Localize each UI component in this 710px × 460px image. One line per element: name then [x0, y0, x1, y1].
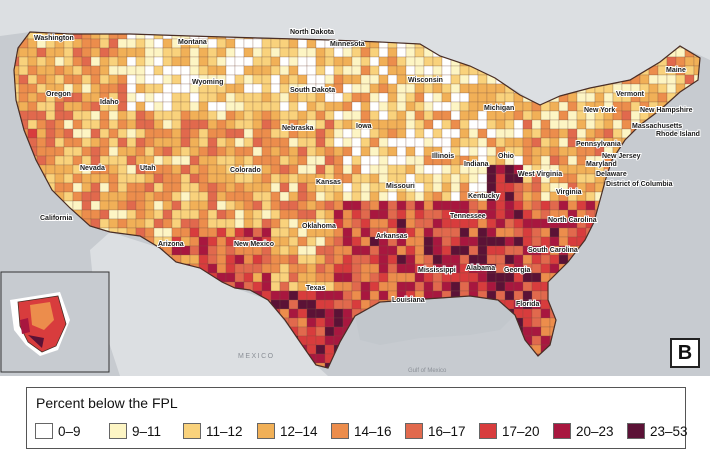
state-label: Maine — [666, 67, 686, 74]
legend-swatch — [35, 423, 53, 439]
state-label: Washington — [34, 35, 74, 42]
state-label: New Mexico — [234, 241, 274, 248]
state-label: Nebraska — [282, 125, 314, 132]
state-label: District of Columbia — [606, 181, 673, 188]
state-label: Massachusetts — [632, 123, 682, 130]
state-label: Colorado — [230, 167, 261, 174]
state-label: Montana — [178, 39, 207, 46]
legend-items: 0–9 9–11 11–12 12–14 14–16 16–17 17–20 20–23 23–… — [35, 422, 688, 440]
state-label: Utah — [140, 165, 156, 172]
state-label: Wyoming — [192, 79, 223, 86]
state-label: Alabama — [466, 265, 495, 272]
legend-item: 20–23 — [553, 422, 614, 440]
gulf-label: Gulf of Mexico — [408, 368, 447, 374]
legend-swatch — [553, 423, 571, 439]
legend-swatch — [109, 423, 127, 439]
legend-item: 23–53 — [627, 422, 688, 440]
legend-item: 9–11 — [109, 422, 161, 440]
state-label: Minnesota — [330, 41, 365, 48]
state-label: North Dakota — [290, 29, 334, 36]
legend-label: 0–9 — [58, 423, 81, 439]
state-label: Michigan — [484, 105, 514, 112]
state-label: Rhode Island — [656, 131, 700, 138]
state-label: California — [40, 215, 72, 222]
state-label: Wisconsin — [408, 77, 443, 84]
legend-item: 12–14 — [257, 422, 318, 440]
legend-label: 20–23 — [576, 423, 614, 439]
state-label: South Dakota — [290, 87, 335, 94]
legend-label: 11–12 — [206, 423, 243, 439]
legend-label: 9–11 — [132, 423, 162, 439]
legend-item: 11–12 — [183, 422, 243, 440]
state-label: Florida — [516, 301, 539, 308]
legend-item: 14–16 — [331, 422, 392, 440]
state-label: Virginia — [556, 189, 582, 196]
state-label: Ohio — [498, 153, 514, 160]
state-label: North Carolina — [548, 217, 597, 224]
legend-item: 16–17 — [405, 422, 466, 440]
state-label: Arkansas — [376, 233, 408, 240]
state-label: Oregon — [46, 91, 71, 98]
legend-swatch — [405, 423, 423, 439]
state-label: Georgia — [504, 267, 531, 274]
state-label: Delaware — [596, 171, 627, 178]
legend-item: 17–20 — [479, 422, 540, 440]
panel-label-badge: B — [670, 338, 700, 368]
state-label: Mississippi — [418, 267, 456, 274]
legend-swatch — [331, 423, 349, 439]
legend-label: 16–17 — [428, 423, 466, 439]
state-label: Texas — [306, 285, 325, 292]
state-label: Nevada — [80, 165, 105, 172]
choropleth-map: MEXICO Gulf of Mexico Washington Montana Nor… — [0, 0, 710, 376]
state-label: Indiana — [464, 161, 489, 168]
legend-label: 14–16 — [354, 423, 392, 439]
legend-swatch — [257, 423, 275, 439]
state-label: Kentucky — [468, 193, 500, 200]
mexico-label: MEXICO — [238, 353, 275, 360]
legend-swatch — [479, 423, 497, 439]
map-canvas: MEXICO Gulf of Mexico Washington Montana Nor… — [0, 0, 710, 376]
state-label: Arizona — [158, 241, 184, 248]
state-label: Pennsylvania — [576, 141, 621, 148]
legend-label: 23–53 — [650, 423, 688, 439]
state-label: Illinois — [432, 153, 454, 160]
state-label: Vermont — [616, 91, 645, 98]
state-label: New Hampshire — [640, 107, 693, 114]
state-label: Missouri — [386, 183, 415, 190]
legend-swatch — [627, 423, 645, 439]
state-label: Maryland — [586, 161, 617, 168]
legend-item: 0–9 — [35, 422, 81, 440]
state-label: Louisiana — [392, 297, 425, 304]
legend-label: 17–20 — [502, 423, 540, 439]
state-label: Tennessee — [450, 213, 486, 220]
legend: Percent below the FPL 0–9 9–11 11–12 12–14 1… — [26, 387, 688, 449]
state-label: West Virginia — [518, 171, 562, 178]
state-label: New Jersey — [602, 153, 641, 160]
legend-title: Percent below the FPL — [36, 395, 178, 411]
state-label: Idaho — [100, 99, 119, 106]
state-label: South Carolina — [528, 247, 578, 254]
legend-swatch — [183, 423, 201, 439]
state-label: New York — [584, 107, 615, 114]
state-label: Oklahoma — [302, 223, 336, 230]
legend-label: 12–14 — [280, 423, 318, 439]
state-label: Kansas — [316, 179, 341, 186]
state-label: Iowa — [356, 123, 372, 130]
